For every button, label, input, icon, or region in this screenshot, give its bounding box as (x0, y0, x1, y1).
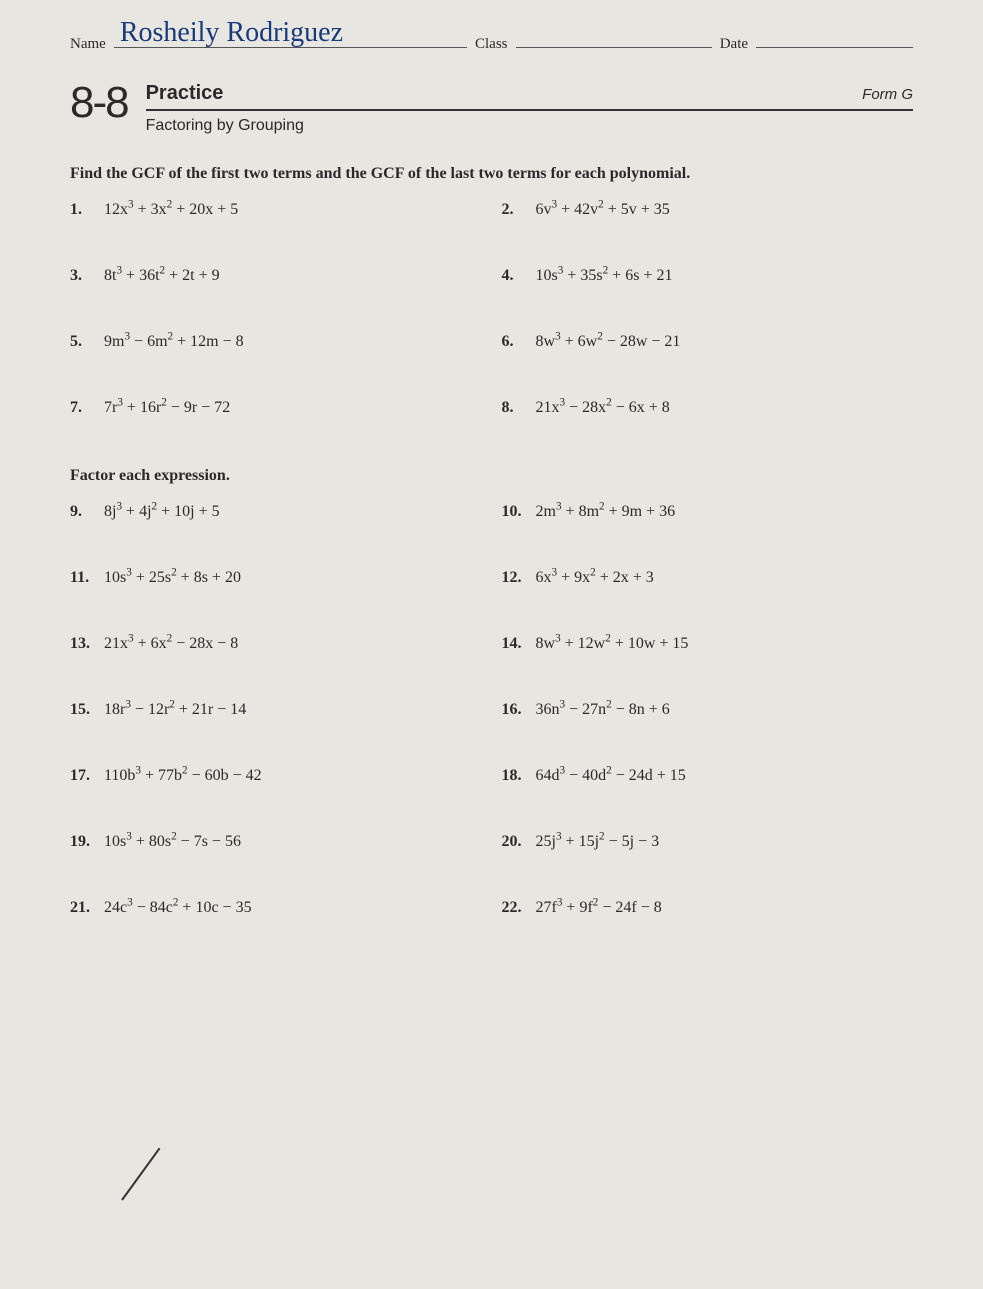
lesson-number: 8-8 (70, 78, 128, 128)
problem-number: 8. (502, 399, 530, 417)
problem: 14. 8w3 + 12w2 + 10w + 15 (502, 635, 914, 653)
problem-number: 5. (70, 333, 98, 351)
problem-expression: 36n3 − 27n2 − 8n + 6 (536, 701, 670, 719)
problem: 21. 24c3 − 84c2 + 10c − 35 (70, 899, 482, 917)
strike-mark (121, 1148, 160, 1201)
problem-expression: 8w3 + 6w2 − 28w − 21 (536, 333, 681, 351)
problem-expression: 110b3 + 77b2 − 60b − 42 (104, 767, 262, 785)
problem-number: 11. (70, 569, 98, 587)
problem: 1. 12x3 + 3x2 + 20x + 5 (70, 201, 482, 219)
problem-number: 6. (502, 333, 530, 351)
problem-set-1: 1. 12x3 + 3x2 + 20x + 5 2. 6v3 + 42v2 + 5v … (70, 201, 913, 417)
problem: 5. 9m3 − 6m2 + 12m − 8 (70, 333, 482, 351)
date-field-line (756, 30, 913, 48)
class-label: Class (475, 36, 508, 53)
problem-expression: 7r3 + 16r2 − 9r − 72 (104, 399, 230, 417)
problem-expression: 2m3 + 8m2 + 9m + 36 (536, 503, 676, 521)
problem: 18. 64d3 − 40d2 − 24d + 15 (502, 767, 914, 785)
problem-expression: 10s3 + 35s2 + 6s + 21 (536, 267, 673, 285)
practice-row: Practice Form G (146, 82, 913, 111)
problem: 22. 27f3 + 9f2 − 24f − 8 (502, 899, 914, 917)
problem-expression: 10s3 + 25s2 + 8s + 20 (104, 569, 241, 587)
problem-expression: 12x3 + 3x2 + 20x + 5 (104, 201, 238, 219)
title-texts: Practice Form G Factoring by Grouping (146, 78, 913, 135)
problem: 19. 10s3 + 80s2 − 7s − 56 (70, 833, 482, 851)
problem: 20. 25j3 + 15j2 − 5j − 3 (502, 833, 914, 851)
problem-number: 3. (70, 267, 98, 285)
problem-expression: 21x3 + 6x2 − 28x − 8 (104, 635, 238, 653)
problem-expression: 27f3 + 9f2 − 24f − 8 (536, 899, 662, 917)
problem-number: 19. (70, 833, 98, 851)
problem: 4. 10s3 + 35s2 + 6s + 21 (502, 267, 914, 285)
problem: 2. 6v3 + 42v2 + 5v + 35 (502, 201, 914, 219)
problem-expression: 10s3 + 80s2 − 7s − 56 (104, 833, 241, 851)
problem: 16. 36n3 − 27n2 − 8n + 6 (502, 701, 914, 719)
name-field-line: Rosheily Rodriguez (114, 30, 467, 48)
problem: 15. 18r3 − 12r2 + 21r − 14 (70, 701, 482, 719)
instruction-2: Factor each expression. (70, 467, 913, 485)
problem-expression: 24c3 − 84c2 + 10c − 35 (104, 899, 252, 917)
problem-number: 4. (502, 267, 530, 285)
problem-number: 1. (70, 201, 98, 219)
problem-expression: 18r3 − 12r2 + 21r − 14 (104, 701, 246, 719)
problem-number: 7. (70, 399, 98, 417)
problem-number: 14. (502, 635, 530, 653)
problem: 8. 21x3 − 28x2 − 6x + 8 (502, 399, 914, 417)
problem-number: 2. (502, 201, 530, 219)
problem-number: 21. (70, 899, 98, 917)
problem: 6. 8w3 + 6w2 − 28w − 21 (502, 333, 914, 351)
problem-number: 13. (70, 635, 98, 653)
problem: 10. 2m3 + 8m2 + 9m + 36 (502, 503, 914, 521)
problem-number: 17. (70, 767, 98, 785)
problem-number: 16. (502, 701, 530, 719)
problem-expression: 64d3 − 40d2 − 24d + 15 (536, 767, 686, 785)
title-block: 8-8 Practice Form G Factoring by Groupin… (70, 78, 913, 135)
problem-number: 12. (502, 569, 530, 587)
name-handwritten: Rosheily Rodriguez (120, 17, 343, 49)
problem-expression: 6x3 + 9x2 + 2x + 3 (536, 569, 654, 587)
class-field-line (516, 30, 712, 48)
problem-expression: 8t3 + 36t2 + 2t + 9 (104, 267, 220, 285)
problem: 9. 8j3 + 4j2 + 10j + 5 (70, 503, 482, 521)
header-row: Name Rosheily Rodriguez Class Date (70, 30, 913, 53)
problem: 13. 21x3 + 6x2 − 28x − 8 (70, 635, 482, 653)
name-label: Name (70, 36, 106, 53)
problem-expression: 8j3 + 4j2 + 10j + 5 (104, 503, 220, 521)
subtitle: Factoring by Grouping (146, 117, 913, 135)
problem: 11. 10s3 + 25s2 + 8s + 20 (70, 569, 482, 587)
instruction-1: Find the GCF of the first two terms and … (70, 165, 913, 183)
problem-number: 18. (502, 767, 530, 785)
problem-number: 10. (502, 503, 530, 521)
problem: 3. 8t3 + 36t2 + 2t + 9 (70, 267, 482, 285)
practice-label: Practice (146, 82, 224, 105)
problem-expression: 21x3 − 28x2 − 6x + 8 (536, 399, 670, 417)
problem-set-2: 9. 8j3 + 4j2 + 10j + 5 10. 2m3 + 8m2 + 9m +… (70, 503, 913, 917)
problem-expression: 25j3 + 15j2 − 5j − 3 (536, 833, 660, 851)
problem-number: 9. (70, 503, 98, 521)
problem-number: 20. (502, 833, 530, 851)
problem-expression: 8w3 + 12w2 + 10w + 15 (536, 635, 689, 653)
problem: 17. 110b3 + 77b2 − 60b − 42 (70, 767, 482, 785)
problem: 12. 6x3 + 9x2 + 2x + 3 (502, 569, 914, 587)
problem-number: 22. (502, 899, 530, 917)
problem-expression: 9m3 − 6m2 + 12m − 8 (104, 333, 244, 351)
form-label: Form G (862, 86, 913, 103)
problem: 7. 7r3 + 16r2 − 9r − 72 (70, 399, 482, 417)
problem-expression: 6v3 + 42v2 + 5v + 35 (536, 201, 670, 219)
date-label: Date (720, 36, 748, 53)
problem-number: 15. (70, 701, 98, 719)
